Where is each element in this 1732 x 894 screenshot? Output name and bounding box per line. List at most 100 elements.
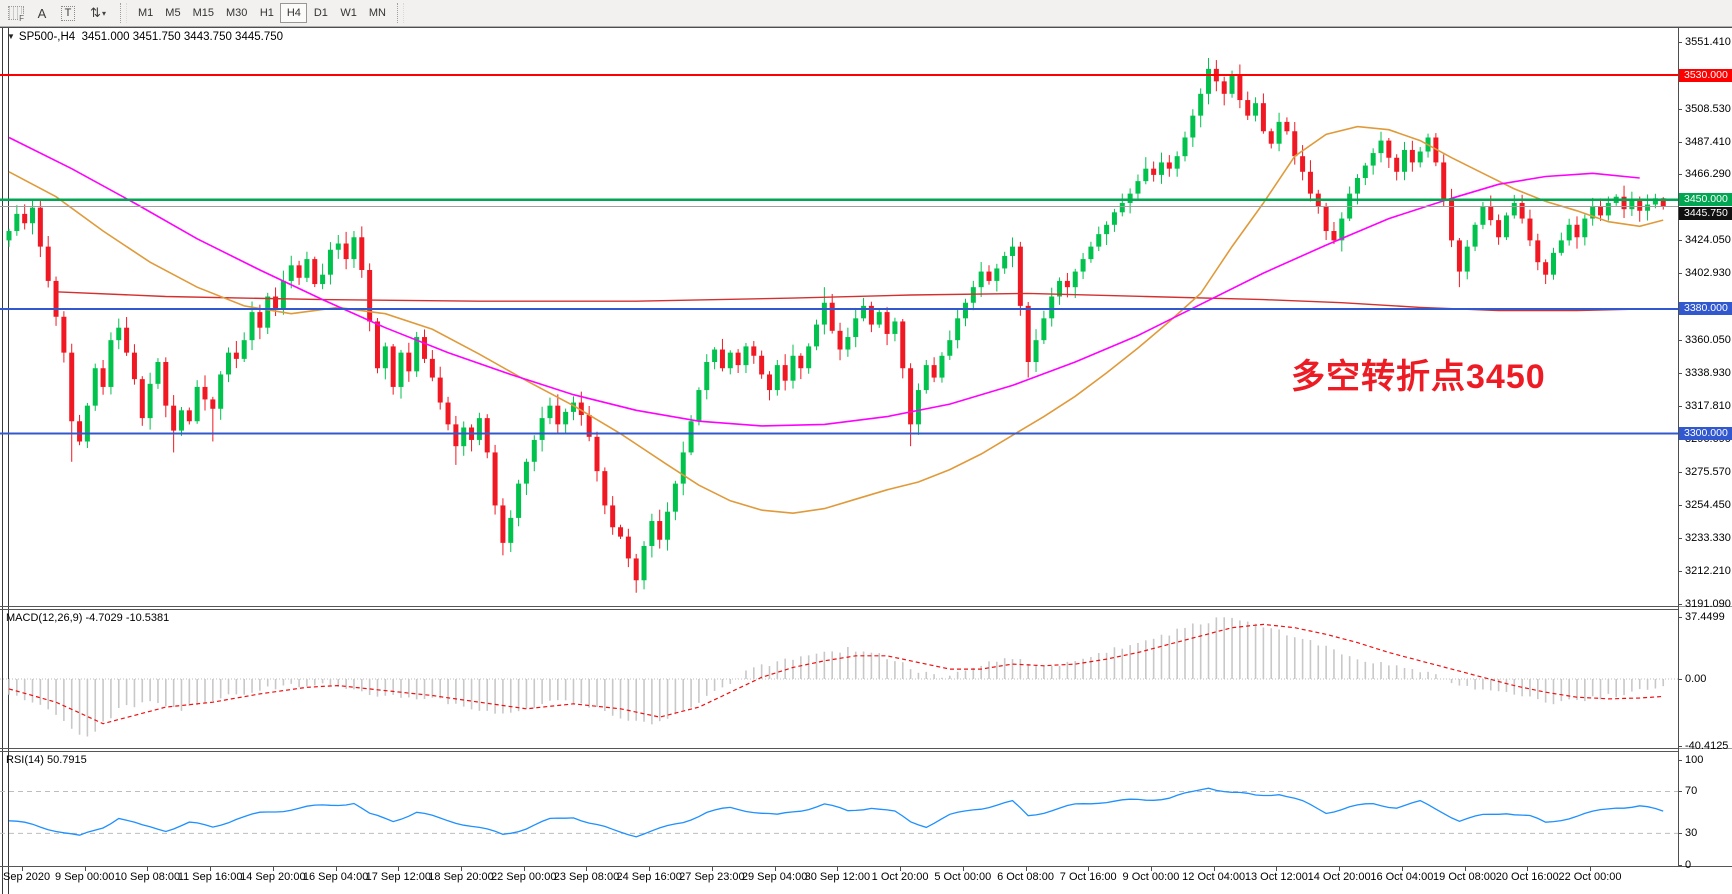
timeframe-button-m1[interactable]: M1 (132, 3, 159, 23)
price-tick-label: 3508.530 (1685, 102, 1731, 115)
ohlc-readout: 3451.000 3451.750 3443.750 3445.750 (81, 31, 284, 43)
macd-chart[interactable] (0, 610, 1678, 748)
time-tick-mark (272, 867, 274, 871)
candles-series (6, 57, 1666, 593)
time-axis-label: 24 Sep 16:00 (616, 871, 682, 883)
time-axis-label: 30 Sep 12:00 (804, 871, 871, 883)
cycle-arrows-button[interactable]: ⇅ ▾ (81, 3, 115, 24)
price-tick-label: 3551.410 (1685, 35, 1731, 48)
timeframe-button-d1[interactable]: D1 (307, 3, 334, 23)
time-tick-mark (1276, 867, 1278, 871)
price-tick-label: 3275.570 (1685, 465, 1731, 478)
price-tick-label: 3296.690 (1685, 432, 1731, 445)
symbol-timeframe: SP500-,H4 (18, 31, 76, 43)
time-tick-mark (1401, 867, 1403, 871)
timeframe-button-m30[interactable]: M30 (220, 3, 253, 23)
price-chart[interactable] (0, 28, 1678, 606)
macd-tick-label: 0.00 (1685, 673, 1707, 685)
time-tick-mark (398, 867, 400, 871)
price-tick-label: 3212.210 (1685, 564, 1731, 577)
ma-magenta-line (8, 136, 1640, 427)
time-axis-label: 6 Oct 08:00 (997, 871, 1054, 883)
time-axis-label: 7 Sep 2020 (0, 871, 51, 883)
label-a-icon: A (37, 5, 47, 21)
macd-histogram (8, 617, 1665, 737)
time-axis-label: 9 Sep 00:00 (55, 871, 115, 883)
rsi-splitter[interactable] (0, 748, 1678, 749)
time-axis-label: 16 Oct 04:00 (1370, 871, 1434, 883)
time-tick-mark (1150, 867, 1152, 871)
time-tick-mark (649, 867, 651, 871)
chart-left-border-inner (8, 28, 9, 894)
time-tick-mark (774, 867, 776, 871)
rsi-tick-label: 30 (1685, 827, 1698, 840)
rsi-indicator-label: RSI(14) 50.7915 (6, 754, 87, 766)
time-tick-mark (586, 867, 588, 871)
timeframe-button-h4[interactable]: H4 (280, 3, 308, 23)
macd-panel-top-border (0, 609, 1678, 610)
price-tick-label: 3338.930 (1685, 367, 1731, 380)
time-axis-label: 19 Oct 08:00 (1433, 871, 1497, 883)
time-tick-mark (1527, 867, 1529, 871)
axis-splitter (1679, 748, 1732, 749)
price-level-label-3445.750: 3445.750 (1679, 206, 1732, 220)
time-axis-label: 18 Sep 20:00 (428, 871, 494, 883)
time-tick-mark (147, 867, 149, 871)
timeframe-button-m15[interactable]: M15 (187, 3, 220, 23)
time-axis-label: 29 Sep 04:00 (741, 871, 808, 883)
time-tick-mark (711, 867, 713, 871)
chart-left-border (2, 28, 3, 894)
price-tick-label: 3317.810 (1685, 399, 1731, 412)
arrow-label-tool-button[interactable]: A (29, 3, 55, 24)
time-tick-mark (1590, 867, 1591, 871)
rsi-tick-label: 100 (1685, 754, 1704, 766)
timeframe-button-mn[interactable]: MN (363, 3, 392, 23)
price-tick-label: 3402.930 (1685, 267, 1731, 280)
time-tick-mark (461, 867, 463, 871)
toolbar-separator (120, 3, 127, 23)
price-tick-label: 3360.050 (1685, 334, 1731, 347)
price-level-label-3530.000: 3530.000 (1679, 68, 1732, 82)
price-tick-label: 3466.290 (1685, 168, 1731, 181)
time-axis-label: 20 Oct 16:00 (1495, 871, 1559, 883)
time-tick-mark (335, 867, 337, 871)
time-tick-mark (1088, 867, 1090, 871)
ma-orange-line (8, 125, 1664, 515)
time-axis-label: 16 Sep 04:00 (302, 871, 369, 883)
rsi-chart[interactable] (0, 752, 1678, 866)
time-tick-mark (1025, 867, 1027, 871)
price-tick-label: 3254.450 (1685, 498, 1731, 511)
time-axis-label: 11 Sep 16:00 (177, 871, 243, 883)
rsi-tick-label: 70 (1685, 785, 1698, 798)
price-tick-label: 3191.090 (1685, 597, 1731, 610)
time-axis-label: 14 Sep 20:00 (240, 871, 306, 883)
price-axis-separator (1678, 28, 1679, 867)
price-level-label-3300.000: 3300.000 (1679, 427, 1732, 441)
text-box-icon: T (60, 5, 76, 21)
timeframe-button-m5[interactable]: M5 (159, 3, 186, 23)
time-tick-mark (22, 867, 23, 871)
text-tool-button[interactable]: T (55, 3, 81, 24)
macd-tick-label: 37.4499 (1685, 611, 1725, 624)
chart-frame-border (0, 27, 1732, 28)
time-tick-mark (84, 867, 86, 871)
time-tick-mark (962, 867, 964, 871)
timeframe-button-h1[interactable]: H1 (253, 3, 280, 23)
time-axis-label: 1 Oct 20:00 (871, 871, 929, 883)
rsi-line (8, 787, 1664, 838)
time-axis-label: 17 Sep 12:00 (365, 871, 432, 883)
macd-signal-line (8, 623, 1664, 725)
timeframe-button-w1[interactable]: W1 (334, 3, 363, 23)
time-tick-mark (523, 867, 525, 871)
time-tick-mark (1339, 867, 1341, 871)
ma-red-line (55, 291, 1640, 312)
time-axis-label: 5 Oct 00:00 (934, 871, 992, 883)
macd-splitter[interactable] (0, 606, 1678, 607)
dropdown-caret-icon: ▾ (101, 8, 106, 18)
time-axis-label: 14 Oct 20:00 (1307, 871, 1371, 883)
window-menu-icon[interactable]: ▼ (7, 32, 15, 41)
grid-f-tool-button[interactable]: F (3, 3, 29, 24)
axis-splitter (1679, 606, 1732, 607)
price-tick-label: 3424.050 (1685, 234, 1731, 247)
